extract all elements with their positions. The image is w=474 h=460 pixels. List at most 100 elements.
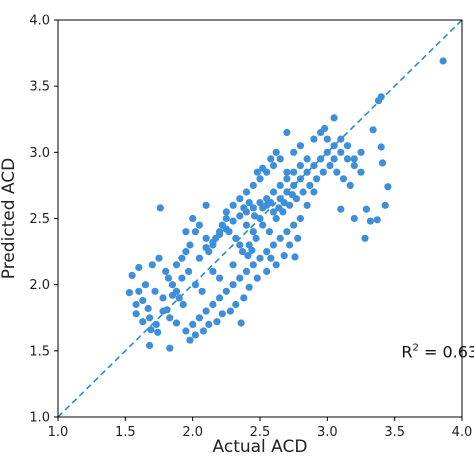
x-axis-title: Actual ACD bbox=[213, 437, 308, 457]
data-point-181 bbox=[269, 188, 278, 196]
data-point-36 bbox=[186, 241, 194, 249]
data-point-93 bbox=[159, 294, 167, 302]
data-point-35 bbox=[178, 274, 186, 282]
data-point-184 bbox=[249, 204, 257, 212]
data-point-156 bbox=[205, 320, 213, 328]
data-point-160 bbox=[179, 300, 187, 309]
data-point-197 bbox=[275, 204, 283, 212]
data-point-97 bbox=[185, 267, 193, 275]
data-point-190 bbox=[209, 238, 217, 246]
data-point-109 bbox=[265, 228, 273, 236]
data-point-88 bbox=[148, 261, 156, 269]
data-point-74 bbox=[242, 267, 251, 275]
data-point-11 bbox=[361, 234, 369, 242]
data-point-7 bbox=[381, 201, 389, 209]
data-point-120 bbox=[339, 175, 348, 183]
data-point-8 bbox=[373, 216, 381, 224]
data-point-47 bbox=[249, 228, 257, 236]
data-point-170 bbox=[323, 135, 331, 143]
data-point-26 bbox=[128, 271, 136, 279]
data-point-5 bbox=[378, 159, 387, 167]
data-point-116 bbox=[313, 175, 321, 183]
data-point-85 bbox=[168, 281, 177, 289]
data-point-14 bbox=[330, 114, 338, 122]
data-point-39 bbox=[222, 208, 230, 216]
r-squared-prefix: R bbox=[401, 342, 412, 361]
data-point-157 bbox=[199, 327, 207, 335]
data-point-64 bbox=[310, 188, 318, 196]
data-point-189 bbox=[216, 230, 224, 238]
x-tick-label-5: 3.5 bbox=[384, 425, 405, 440]
data-point-199 bbox=[288, 191, 296, 199]
data-point-104 bbox=[232, 234, 240, 242]
data-point-69 bbox=[276, 234, 284, 242]
data-point-173 bbox=[343, 142, 352, 150]
data-point-128 bbox=[229, 201, 237, 209]
data-point-28 bbox=[139, 296, 147, 305]
data-point-30 bbox=[147, 326, 155, 334]
data-point-179 bbox=[283, 175, 291, 183]
data-point-119 bbox=[333, 168, 341, 176]
data-point-77 bbox=[222, 287, 230, 295]
data-point-13 bbox=[337, 205, 345, 213]
data-point-9 bbox=[362, 205, 370, 213]
data-point-165 bbox=[146, 314, 154, 322]
data-point-99 bbox=[198, 287, 206, 295]
data-point-125 bbox=[249, 181, 257, 189]
data-point-10 bbox=[366, 217, 374, 225]
data-point-117 bbox=[319, 168, 327, 176]
data-point-89 bbox=[141, 281, 150, 289]
data-point-134 bbox=[189, 214, 197, 223]
x-tick-label-1: 1.5 bbox=[115, 425, 136, 440]
data-point-174 bbox=[350, 155, 358, 163]
data-point-195 bbox=[259, 204, 267, 212]
data-point-59 bbox=[330, 142, 338, 150]
data-point-12 bbox=[350, 214, 358, 223]
data-point-144 bbox=[280, 252, 288, 260]
data-point-186 bbox=[236, 212, 244, 220]
data-point-58 bbox=[323, 148, 331, 156]
data-point-96 bbox=[178, 254, 186, 262]
data-point-141 bbox=[267, 155, 275, 163]
data-point-67 bbox=[290, 221, 298, 229]
x-tick-label-0: 1.0 bbox=[48, 425, 69, 440]
y-tick-label-5: 3.5 bbox=[29, 80, 50, 95]
data-point-198 bbox=[280, 199, 288, 207]
data-point-75 bbox=[236, 274, 244, 282]
data-point-133 bbox=[195, 221, 203, 229]
data-point-158 bbox=[191, 331, 199, 339]
data-point-194 bbox=[251, 212, 259, 220]
data-point-3 bbox=[369, 126, 377, 134]
data-point-153 bbox=[226, 307, 234, 315]
data-point-178 bbox=[290, 168, 298, 176]
data-point-146 bbox=[294, 234, 302, 242]
data-point-132 bbox=[202, 234, 210, 242]
data-point-196 bbox=[267, 199, 275, 207]
data-point-115 bbox=[306, 181, 314, 189]
data-point-136 bbox=[276, 155, 284, 163]
data-point-108 bbox=[259, 221, 267, 229]
data-point-27 bbox=[125, 289, 133, 297]
data-point-87 bbox=[155, 254, 163, 262]
data-point-177 bbox=[296, 162, 304, 170]
data-point-81 bbox=[195, 314, 203, 322]
y-tick-label-4: 3.0 bbox=[29, 146, 50, 161]
data-point-122 bbox=[269, 162, 278, 170]
data-point-162 bbox=[166, 314, 174, 322]
data-point-78 bbox=[216, 294, 224, 302]
data-point-37 bbox=[191, 228, 199, 236]
data-point-112 bbox=[286, 201, 294, 209]
data-point-193 bbox=[245, 199, 253, 207]
data-points bbox=[125, 57, 447, 352]
data-point-151 bbox=[240, 294, 248, 302]
data-point-20 bbox=[248, 246, 256, 254]
data-point-4 bbox=[377, 143, 385, 151]
data-point-163 bbox=[159, 307, 167, 315]
data-point-52 bbox=[283, 188, 291, 196]
data-point-107 bbox=[252, 234, 260, 242]
data-point-114 bbox=[299, 188, 307, 196]
data-point-41 bbox=[195, 254, 203, 262]
data-point-54 bbox=[296, 175, 304, 183]
data-point-65 bbox=[303, 201, 311, 209]
data-point-105 bbox=[238, 248, 247, 256]
